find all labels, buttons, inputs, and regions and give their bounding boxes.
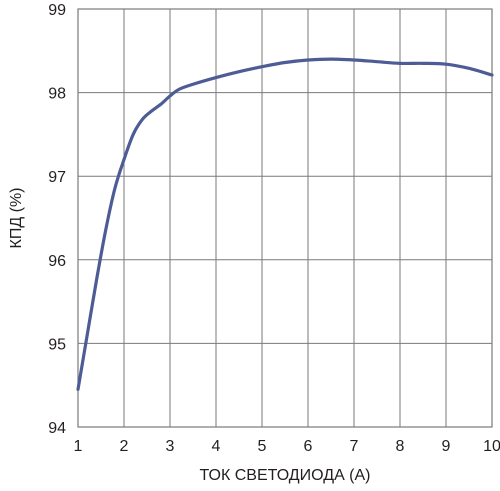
y-tick-label: 94 bbox=[48, 420, 66, 437]
x-tick-label: 4 bbox=[212, 438, 221, 455]
x-tick-label: 8 bbox=[396, 438, 405, 455]
y-tick-labels: 94 95 96 97 98 99 bbox=[48, 2, 66, 437]
x-axis-label: ТОК СВЕТОДИОДА (А) bbox=[199, 467, 370, 484]
x-tick-label: 6 bbox=[304, 438, 313, 455]
x-tick-label: 1 bbox=[74, 438, 83, 455]
x-tick-label: 5 bbox=[258, 438, 267, 455]
y-tick-label: 97 bbox=[48, 169, 66, 186]
plot-frame bbox=[77, 8, 493, 428]
x-tick-label: 10 bbox=[483, 438, 500, 455]
x-tick-label: 3 bbox=[166, 438, 175, 455]
x-tick-label: 2 bbox=[120, 438, 129, 455]
y-tick-label: 95 bbox=[48, 336, 66, 353]
y-tick-label: 99 bbox=[48, 2, 66, 19]
y-tick-label: 96 bbox=[48, 253, 66, 270]
series-group bbox=[76, 57, 494, 391]
x-tick-label: 9 bbox=[442, 438, 451, 455]
x-tick-labels: 1 2 3 4 5 6 7 8 9 10 bbox=[74, 438, 500, 455]
x-tick-label: 7 bbox=[350, 438, 359, 455]
y-tick-label: 98 bbox=[48, 86, 66, 103]
efficiency-series-line bbox=[76, 57, 494, 391]
y-axis-label: КПД (%) bbox=[8, 188, 25, 249]
